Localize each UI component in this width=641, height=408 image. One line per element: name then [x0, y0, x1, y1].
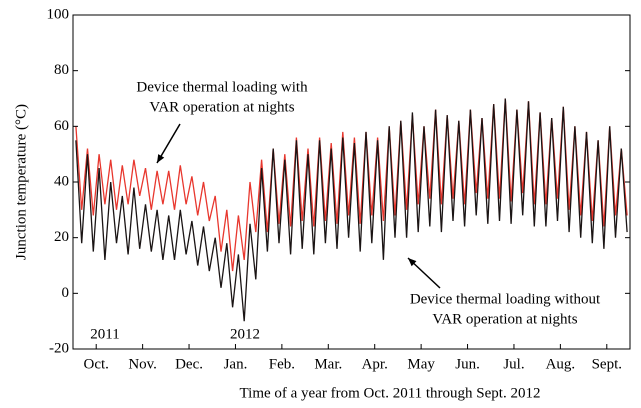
arrow-head: [408, 258, 417, 267]
series-line: [75, 98, 628, 322]
x-tick-label: Oct.: [83, 356, 108, 372]
y-tick-label: -20: [49, 340, 69, 356]
y-tick-label: 100: [47, 6, 70, 22]
annotation: VAR operation at nights: [149, 99, 294, 115]
y-tick-label: 0: [62, 285, 70, 301]
x-tick-label: Aug.: [546, 356, 576, 372]
x-tick-label: Sept.: [592, 356, 622, 372]
y-tick-label: 60: [54, 118, 69, 134]
x-tick-label: Dec.: [175, 356, 203, 372]
x-tick-label: Jul.: [503, 356, 524, 372]
annotation: Device thermal loading without: [410, 291, 601, 307]
y-axis-label: Junction temperature (°C): [13, 104, 29, 260]
x-axis-label: Time of a year from Oct. 2011 through Se…: [240, 385, 541, 401]
y-tick-label: 20: [54, 229, 69, 245]
x-tick-label: Feb.: [269, 356, 295, 372]
annotation: VAR operation at nights: [432, 311, 577, 327]
x-tick-label: Nov.: [128, 356, 157, 372]
series-line: [75, 98, 628, 272]
year-label: 2011: [90, 326, 119, 342]
y-tick-label: 40: [54, 173, 69, 189]
x-tick-label: Mar.: [314, 356, 342, 372]
y-tick-label: 80: [54, 62, 69, 78]
year-label: 2012: [230, 326, 260, 342]
x-tick-label: May: [407, 356, 435, 372]
x-tick-label: Apr.: [362, 356, 388, 372]
x-tick-label: Jun.: [455, 356, 480, 372]
arrow-head: [157, 154, 165, 163]
annotation: Device thermal loading with: [136, 79, 308, 95]
x-tick-label: Jan.: [224, 356, 248, 372]
